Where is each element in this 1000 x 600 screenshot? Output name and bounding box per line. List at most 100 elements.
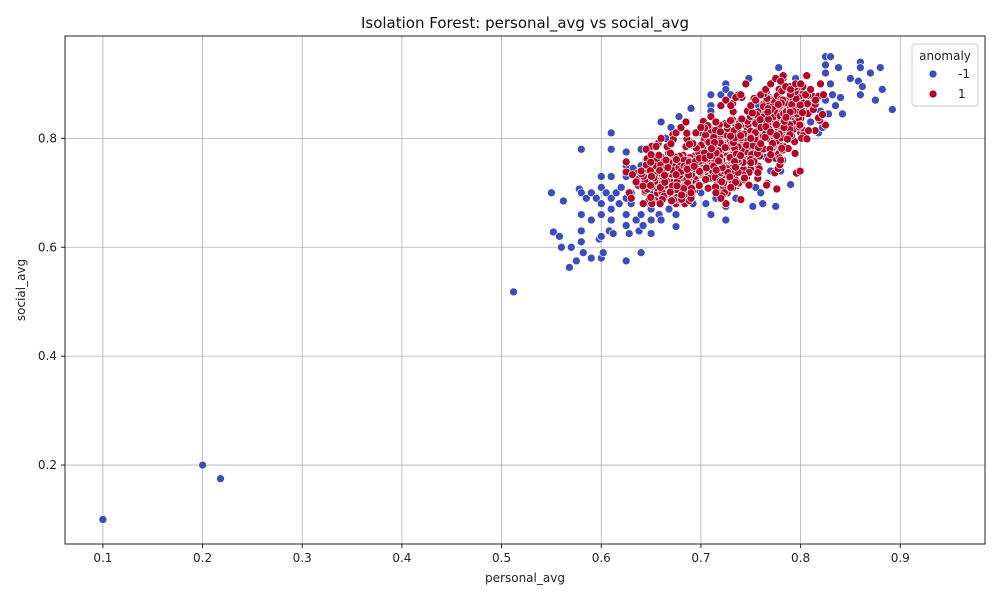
data-point-normal bbox=[786, 85, 795, 94]
data-point-normal bbox=[766, 150, 776, 160]
data-point-normal bbox=[818, 110, 827, 119]
data-point-normal bbox=[772, 184, 782, 194]
data-point-normal bbox=[672, 155, 681, 164]
data-point-normal bbox=[671, 128, 681, 138]
data-point-anomaly bbox=[806, 117, 815, 127]
data-point-normal bbox=[666, 148, 675, 158]
data-point-normal bbox=[726, 183, 736, 192]
data-point-normal bbox=[756, 139, 766, 149]
data-point-normal bbox=[694, 181, 704, 190]
data-point-normal bbox=[802, 134, 812, 144]
data-point-normal bbox=[646, 181, 655, 190]
data-point-normal bbox=[695, 167, 704, 176]
data-point-normal bbox=[755, 115, 765, 125]
data-point-anomaly bbox=[549, 227, 558, 237]
data-point-anomaly bbox=[586, 253, 596, 263]
data-point-normal bbox=[736, 131, 746, 140]
data-point-normal bbox=[646, 157, 656, 167]
legend-marker-series-0 bbox=[928, 69, 938, 79]
data-point-anomaly bbox=[586, 188, 596, 198]
data-point-anomaly bbox=[646, 229, 656, 238]
data-point-normal bbox=[746, 101, 756, 111]
data-point-anomaly bbox=[636, 210, 646, 219]
data-point-normal bbox=[711, 117, 721, 127]
data-point-anomaly bbox=[856, 90, 865, 100]
x-tick-label: 0.5 bbox=[492, 551, 511, 565]
data-point-anomaly bbox=[98, 515, 108, 524]
data-point-anomaly bbox=[596, 172, 606, 181]
data-point-anomaly bbox=[834, 63, 843, 72]
data-point-anomaly bbox=[706, 90, 716, 100]
data-point-normal bbox=[731, 162, 740, 172]
data-point-anomaly bbox=[674, 112, 684, 121]
y-axis-label: social_avg bbox=[14, 259, 28, 321]
data-point-normal bbox=[740, 173, 749, 183]
data-point-normal bbox=[816, 79, 825, 89]
data-point-normal bbox=[631, 177, 641, 187]
data-point-normal bbox=[781, 113, 791, 122]
data-point-normal bbox=[773, 100, 783, 109]
data-point-anomaly bbox=[856, 63, 865, 72]
data-point-anomaly bbox=[838, 109, 847, 119]
data-point-anomaly bbox=[701, 199, 711, 209]
plot-frame bbox=[64, 35, 986, 545]
data-point-anomaly bbox=[606, 193, 616, 203]
data-point-normal bbox=[646, 192, 656, 202]
data-point-normal bbox=[707, 144, 716, 154]
data-point-normal bbox=[641, 144, 651, 154]
data-point-normal bbox=[703, 183, 713, 193]
data-point-normal bbox=[736, 90, 746, 100]
data-point-anomaly bbox=[871, 95, 880, 105]
data-point-normal bbox=[636, 166, 646, 176]
data-point-anomaly bbox=[566, 242, 576, 252]
data-point-normal bbox=[746, 158, 756, 168]
data-point-normal bbox=[763, 107, 773, 117]
legend-label-series-0: -1 bbox=[958, 67, 970, 81]
data-point-normal bbox=[660, 170, 669, 180]
data-point-anomaly bbox=[826, 79, 835, 89]
data-point-normal bbox=[701, 175, 711, 184]
x-tick-label: 0.2 bbox=[193, 551, 212, 565]
data-point-normal bbox=[721, 199, 731, 209]
data-point-anomaly bbox=[581, 193, 591, 203]
data-point-normal bbox=[772, 131, 782, 140]
legend-box bbox=[911, 43, 979, 107]
data-point-normal bbox=[751, 95, 761, 105]
data-point-normal bbox=[721, 95, 731, 105]
data-point-anomaly bbox=[596, 210, 606, 219]
data-point-normal bbox=[746, 134, 756, 143]
data-point-normal bbox=[665, 187, 675, 197]
data-point-normal bbox=[741, 79, 751, 89]
data-point-anomaly bbox=[836, 93, 845, 102]
y-tick-label: 0.6 bbox=[38, 240, 57, 254]
data-point-normal bbox=[689, 161, 699, 171]
ticks-layer: 0.1 0.2 0.3 0.4 0.5 0.6 0.7 0.8 0.9 0.2 0.4 0.6 0.8 bbox=[38, 131, 910, 565]
data-point-anomaly bbox=[716, 90, 726, 100]
data-point-normal bbox=[663, 163, 673, 172]
data-point-normal bbox=[655, 199, 665, 209]
data-point-anomaly bbox=[555, 232, 564, 241]
data-point-anomaly bbox=[631, 215, 641, 225]
x-tick-label: 0.4 bbox=[392, 551, 411, 565]
data-point-normal bbox=[726, 131, 735, 141]
data-point-normal bbox=[714, 156, 723, 166]
data-point-normal bbox=[720, 143, 730, 152]
data-point-anomaly bbox=[636, 248, 646, 258]
data-point-normal bbox=[621, 157, 631, 167]
chart-title: Isolation Forest: personal_avg vs social… bbox=[361, 14, 689, 33]
data-point-normal bbox=[654, 150, 664, 160]
data-point-normal bbox=[647, 172, 656, 181]
data-point-anomaly bbox=[557, 242, 566, 252]
data-point-normal bbox=[795, 100, 805, 110]
data-point-anomaly bbox=[565, 263, 574, 272]
data-point-anomaly bbox=[706, 210, 716, 219]
data-point-normal bbox=[760, 133, 770, 142]
data-point-anomaly bbox=[887, 105, 897, 114]
data-point-anomaly bbox=[616, 183, 626, 192]
legend-title: anomaly bbox=[919, 49, 971, 63]
data-point-anomaly bbox=[606, 128, 616, 138]
data-point-normal bbox=[651, 142, 661, 151]
data-point-anomaly bbox=[846, 74, 855, 83]
x-tick-label: 0.6 bbox=[592, 551, 611, 565]
